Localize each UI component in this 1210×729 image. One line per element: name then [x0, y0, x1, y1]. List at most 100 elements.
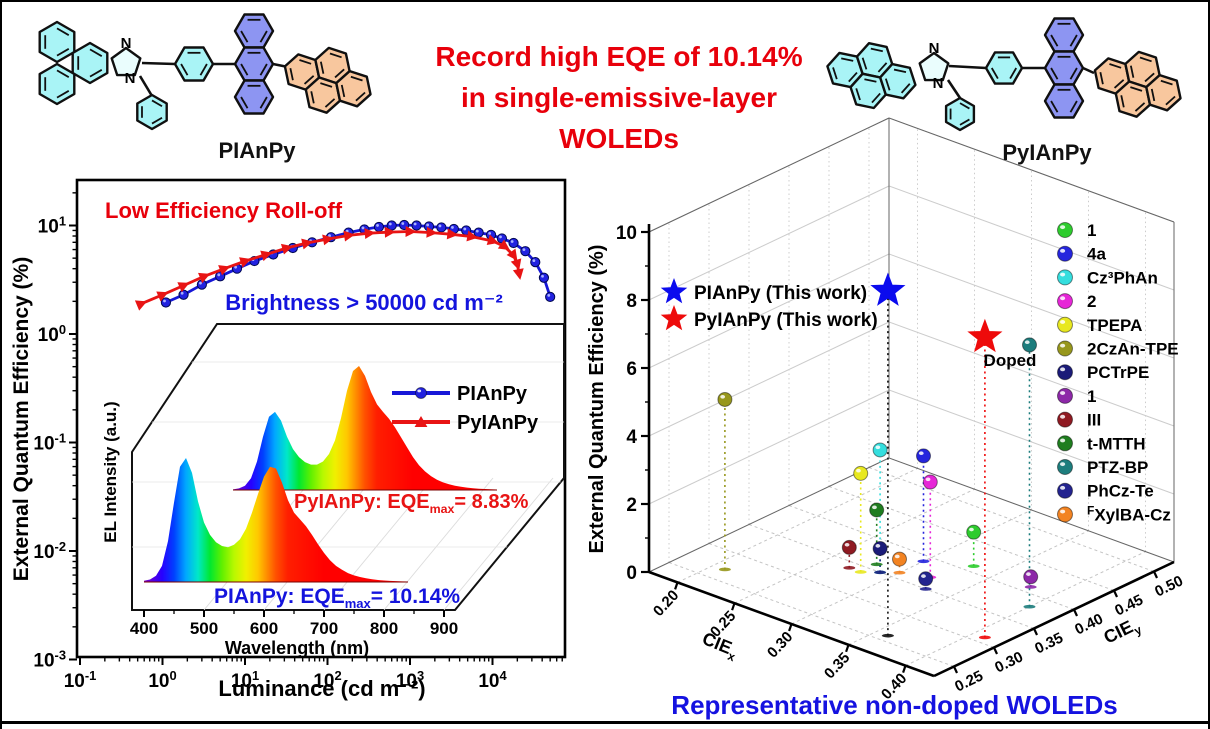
legend-sphere-2 [1057, 293, 1073, 310]
el-spectra-inset: 400 500 600 700 800 900 Wavelength (nm) EL Inte… [101, 323, 565, 658]
legend-sphere-1 [1057, 222, 1073, 238]
legend-label: 2 [1087, 292, 1096, 311]
eqe-luminance-chart: 10-1 100 101 102 103 10410110010-110-210-3Lum… [10, 178, 567, 701]
legend-label: FXylBA-Cz [1087, 503, 1171, 524]
inset-x-tick: 400 [130, 619, 158, 638]
spectrum-pyianpy [233, 366, 497, 490]
x-tick-label: 10-1 [64, 668, 97, 692]
headline-line1: Record high EQE of 10.14% [435, 41, 803, 72]
ciex-tick-label: 0.35 [821, 649, 853, 682]
legend-sphere-4a [1057, 245, 1073, 262]
legend-sphere-iii [1057, 411, 1073, 428]
eqe-tick-label: 8 [626, 291, 637, 312]
inset-x-tick: 900 [430, 619, 458, 638]
nitrogen-label: N [933, 75, 944, 92]
legend-label: III [1087, 411, 1101, 430]
legend-sphere-tpepa [1057, 316, 1073, 333]
y-tick-label: 10-3 [33, 648, 66, 672]
y-tick-label: 100 [38, 322, 66, 346]
eqe-series-PIAnPy [160, 219, 556, 308]
inset-x-tick: 500 [190, 619, 218, 638]
sphere-4a [916, 448, 931, 464]
legend-label: PTZ-BP [1087, 458, 1148, 477]
inset-x-tick: 800 [370, 619, 398, 638]
legend-label-pyianpy: PyIAnPy [457, 412, 539, 434]
legend-label: 2CzAn-TPE [1087, 340, 1179, 359]
this-work-label: PIAnPy (This work) [694, 283, 867, 304]
molecule-label-pianpy: PIAnPy [218, 138, 296, 163]
molecule-pianpy-structure: NN [38, 13, 372, 131]
legend-sphere-pctrpe [1057, 364, 1073, 381]
eqe-tick-label: 0 [626, 563, 637, 584]
sphere-cz³phan [872, 442, 888, 458]
molecule-pyianpy-structure: NN [826, 17, 1182, 132]
legend-sphere-t-mtth [1057, 435, 1073, 452]
x-axis-title: Luminance (cd m⁻²) [218, 676, 425, 701]
sphere-pctrpe [872, 541, 888, 557]
x-tick-label: 104 [478, 668, 507, 692]
legend-label-pianpy: PIAnPy [457, 383, 528, 405]
annotation-doped: Doped [984, 351, 1037, 370]
legend-label: Cz³PhAn [1087, 268, 1158, 287]
molecule-label-pyianpy: PyIAnPy [1002, 140, 1092, 165]
reference-legend: 1 4a Cz³PhAn 2 TPEPA 2CzAn-TPE PCTrPE 1 III t-MTT… [1057, 221, 1179, 524]
cie-eqe-3d-chart: 0 2 4 6 8 10 External Quantum Efficiency (%) 0.… [586, 117, 1186, 703]
legend-label: 1 [1087, 387, 1096, 406]
inset-x-tick: 700 [310, 619, 338, 638]
sphere-tpepa [853, 465, 869, 481]
y-axis-title: External Quantum Efficiency (%) [10, 257, 33, 581]
sphere-phcz-te [918, 571, 934, 587]
x-tick-label: 100 [148, 668, 176, 692]
sphere-xylba-cz [892, 551, 907, 567]
ciey-axis-title: CIEy [1100, 613, 1144, 651]
eqe-tick-label: 6 [626, 359, 637, 380]
legend-label: PCTrPE [1087, 363, 1149, 382]
this-work-label: PyIAnPy (This work) [694, 310, 878, 331]
legend-label: t-MTTH [1087, 434, 1146, 453]
eqe-tick-label: 2 [626, 495, 637, 516]
ciex-axis-title: CIEx [698, 628, 741, 664]
eqe-axis-title: External Quantum Efficiency (%) [586, 245, 608, 554]
legend-marker-pianpy [415, 387, 427, 399]
spectrum-pianpy [144, 458, 408, 582]
legend-sphere-phcz-te [1057, 482, 1073, 499]
inset-x-title: Wavelength (nm) [225, 638, 369, 658]
sphere-ptz-bp [1022, 337, 1037, 353]
annotation-pianpy-eqemax: PIAnPy: EQEmax= 10.14% [214, 585, 460, 611]
star-pyianpy [967, 318, 1003, 353]
sphere-2 [922, 474, 938, 490]
legend-label: PhCz-Te [1087, 482, 1154, 501]
legend-sphere-cz³phan [1057, 269, 1073, 286]
star-pianpy [870, 272, 906, 306]
eqe-tick-label: 10 [616, 223, 637, 244]
this-work-legend: PIAnPy (This work) PyIAnPy (This work) [660, 278, 878, 331]
sphere-1 [1023, 569, 1039, 585]
legend-label: TPEPA [1087, 316, 1142, 335]
ciex-tick-label: 0.20 [650, 587, 682, 620]
sphere-2czan-tpe [717, 391, 733, 407]
inset-legend: PIAnPy PyIAnPy [392, 383, 539, 434]
legend-sphere-ptz-bp [1057, 459, 1073, 475]
inset-y-title: EL Intensity (a.u.) [101, 401, 120, 542]
legend-label: 1 [1087, 221, 1096, 240]
annotation-low-rolloff: Low Efficiency Roll-off [105, 198, 343, 223]
legend-sphere-xylba-cz [1057, 506, 1073, 523]
nitrogen-label: N [125, 70, 136, 87]
legend-sphere-1 [1057, 387, 1073, 404]
headline: Record high EQE of 10.14% in single-emis… [414, 36, 824, 159]
nitrogen-label: N [929, 40, 940, 57]
sphere-t-mtth [869, 502, 885, 518]
sphere-1 [966, 524, 982, 540]
y-tick-label: 101 [38, 214, 66, 238]
sphere-iii [841, 539, 857, 555]
headline-line2: in single-emissive-layer WOLEDs [461, 82, 777, 154]
chart-caption: Representative non-doped WOLEDs [671, 690, 1118, 720]
nitrogen-label: N [121, 35, 132, 52]
inset-x-tick: 600 [250, 619, 278, 638]
bottom-rule [2, 721, 1208, 724]
ciex-tick-label: 0.30 [764, 628, 796, 661]
data-points [717, 272, 1039, 640]
legend-label: 4a [1087, 245, 1106, 264]
